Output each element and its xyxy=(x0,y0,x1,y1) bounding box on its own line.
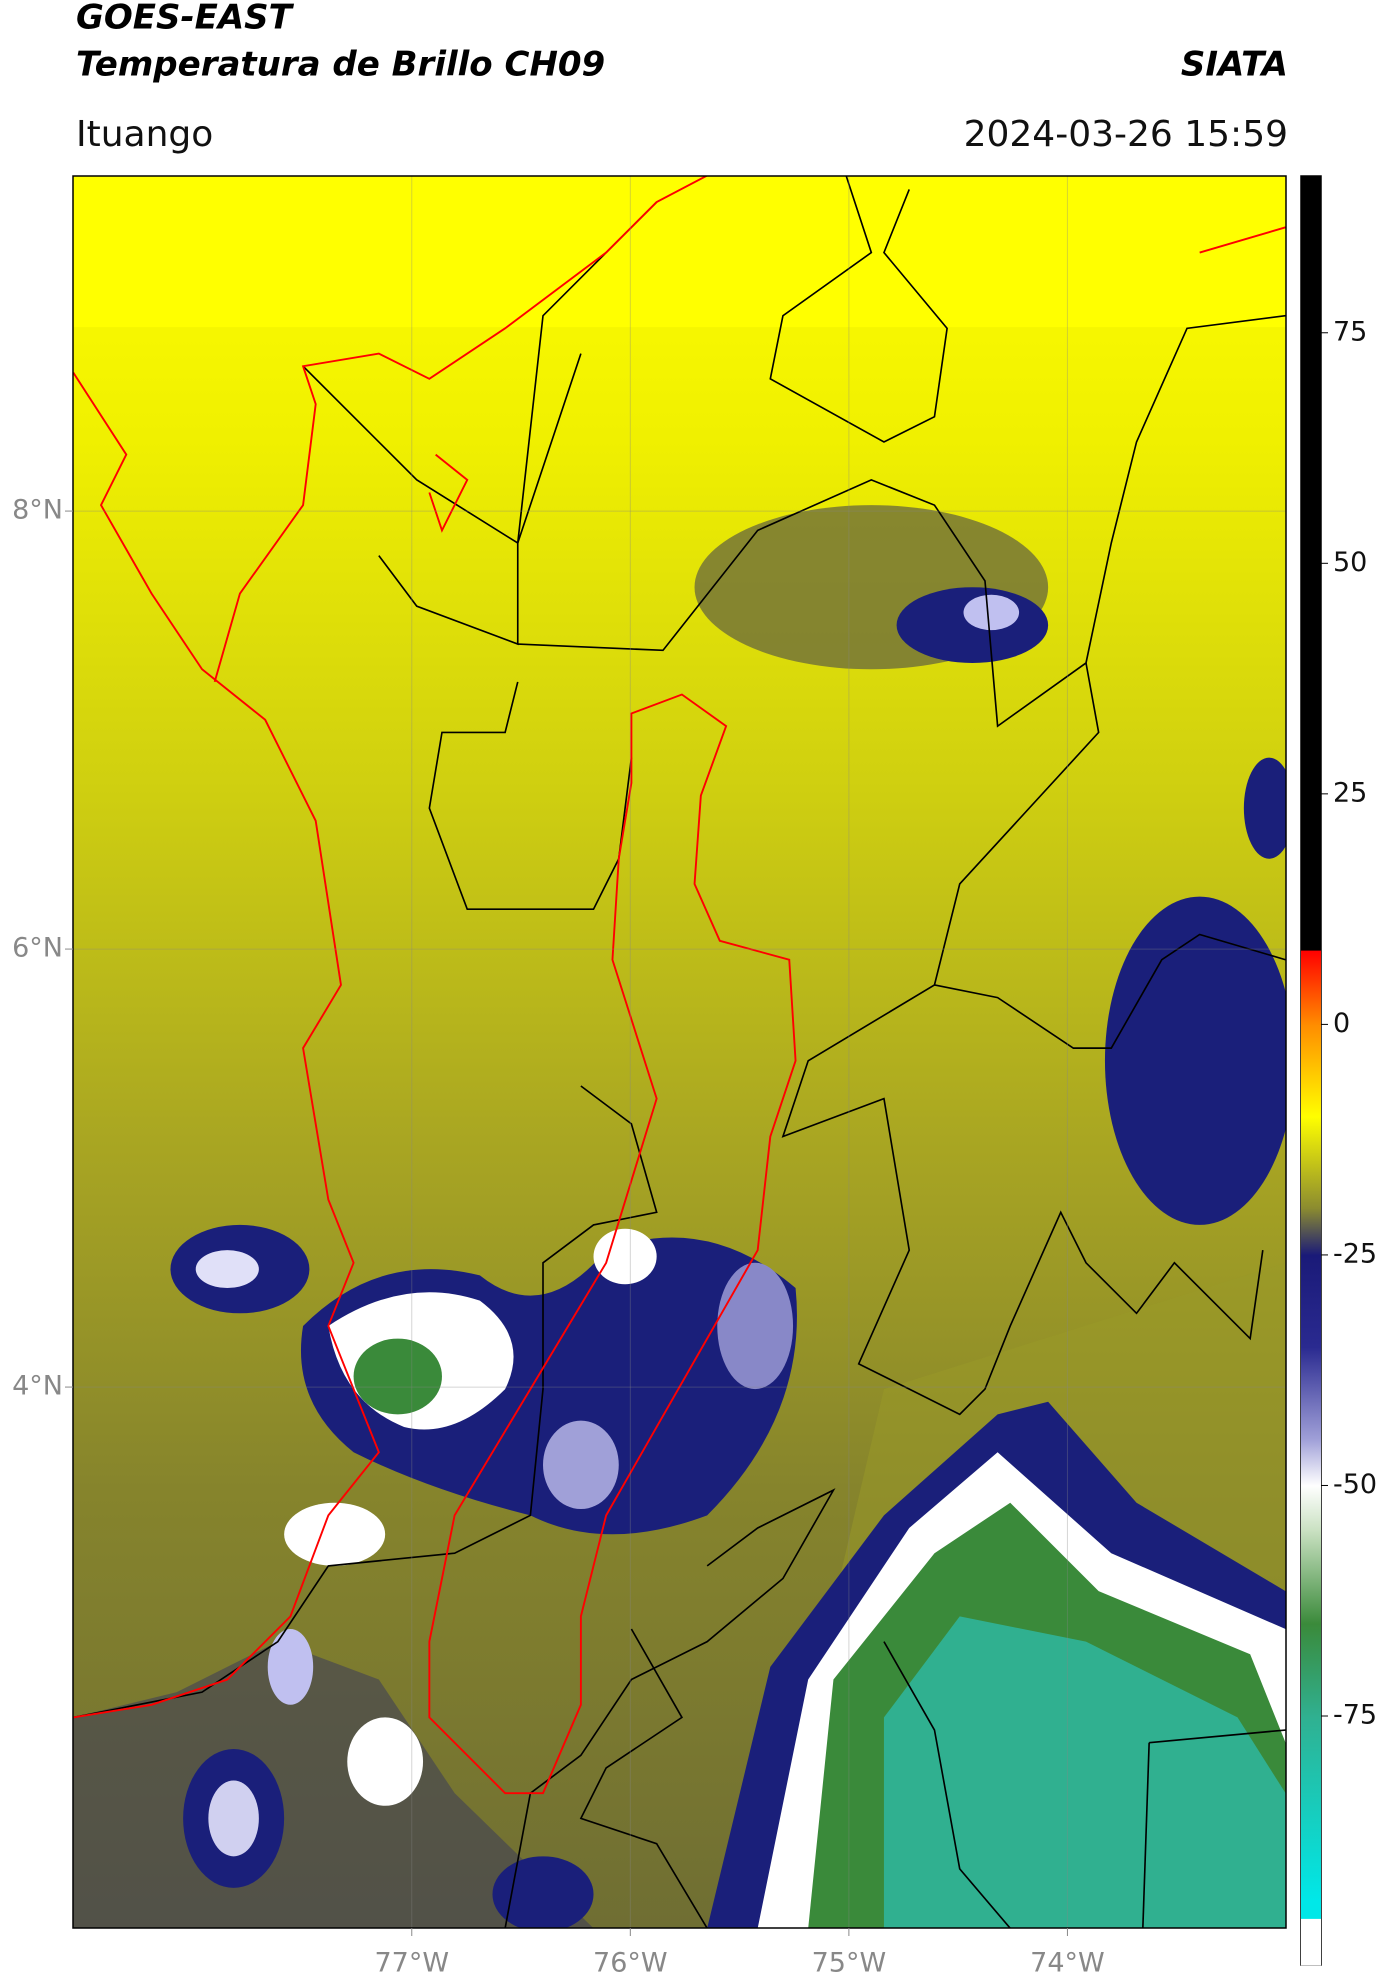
colorbar-segment xyxy=(1301,950,1321,1025)
colorbar-segment xyxy=(1301,1716,1321,1901)
colorbar-tick-label: -25 xyxy=(1333,1238,1377,1269)
x-tick-label: 76°W xyxy=(593,1948,668,1979)
colorbar-segment xyxy=(1301,1347,1321,1440)
subtitle: Temperatura de Brillo CH09 xyxy=(76,45,605,85)
location: Ituango xyxy=(76,114,213,155)
x-tick-label: 75°W xyxy=(812,1948,887,1979)
colorbar-segment xyxy=(1301,1024,1321,1118)
timestamp: 2024-03-26 15:59 xyxy=(964,114,1288,155)
map-frame xyxy=(72,175,1287,1929)
colorbar-tick-label: 0 xyxy=(1333,1008,1350,1039)
colorbar-tick-label: 25 xyxy=(1333,777,1367,808)
y-tick-label: 4°N xyxy=(12,1371,63,1402)
colorbar-segment xyxy=(1301,1623,1321,1717)
colorbar-segment xyxy=(1301,1531,1321,1625)
y-tick-label: 8°N xyxy=(12,495,63,526)
colorbar-segment xyxy=(1301,1439,1321,1486)
colorbar-segment xyxy=(1301,1485,1321,1533)
y-tick-label: 6°N xyxy=(12,933,63,964)
colorbar-segment xyxy=(1301,1116,1321,1210)
source: SIATA xyxy=(1181,45,1288,85)
title: GOES-EAST xyxy=(76,0,295,38)
colorbar-segment xyxy=(1301,1208,1321,1256)
colorbar-segment xyxy=(1301,1918,1321,1966)
satellite-image xyxy=(73,175,1286,1929)
colorbar-tick-label: 50 xyxy=(1333,547,1367,578)
colorbar-segment xyxy=(1301,1254,1321,1348)
colorbar-segment xyxy=(1301,1900,1321,1920)
colorbar-tick-label: -50 xyxy=(1333,1469,1377,1500)
x-tick-label: 74°W xyxy=(1030,1948,1105,1979)
colorbar-segment xyxy=(1301,176,1321,952)
colorbar-tick-label: -75 xyxy=(1333,1700,1377,1731)
colorbar-tick-label: 75 xyxy=(1333,316,1367,347)
x-tick-label: 77°W xyxy=(374,1948,449,1979)
